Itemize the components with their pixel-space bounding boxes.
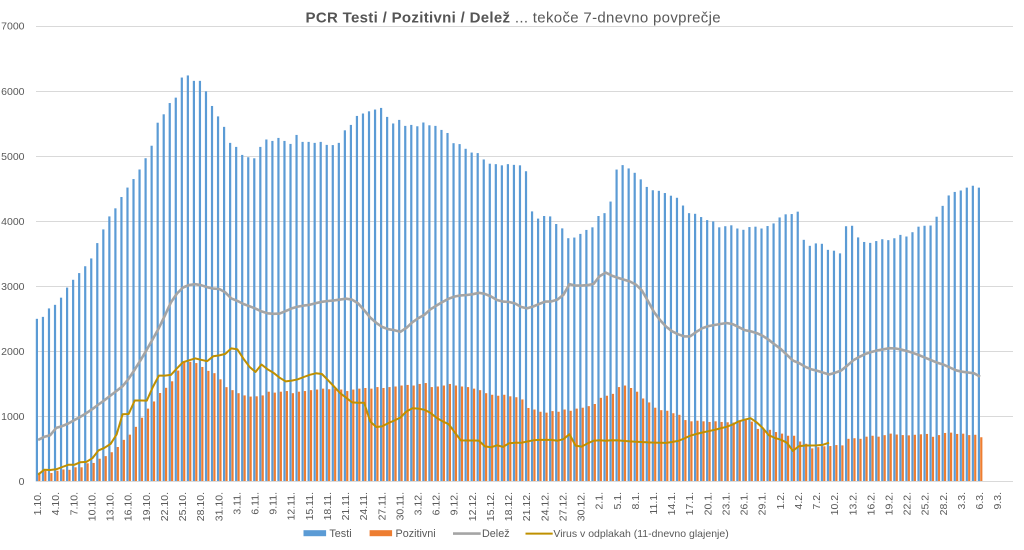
svg-text:Virus v odplakah (11-dnevno gl: Virus v odplakah (11-dnevno glajenje) xyxy=(553,528,728,540)
svg-text:14.1.: 14.1. xyxy=(666,492,678,515)
svg-text:5000: 5000 xyxy=(1,151,25,163)
svg-text:23.1.: 23.1. xyxy=(721,492,733,515)
svg-text:10.10.: 10.10. xyxy=(86,492,98,521)
svg-text:Testi: Testi xyxy=(329,528,351,540)
svg-text:7000: 7000 xyxy=(1,21,25,33)
svg-text:3.11.: 3.11. xyxy=(231,492,243,515)
svg-text:1.2.: 1.2. xyxy=(775,492,787,510)
svg-text:6000: 6000 xyxy=(1,86,25,98)
svg-text:2000: 2000 xyxy=(1,346,25,358)
svg-text:1.10.: 1.10. xyxy=(32,492,44,515)
svg-text:18.11.: 18.11. xyxy=(322,492,334,520)
svg-text:21.11.: 21.11. xyxy=(340,492,352,520)
svg-text:21.12.: 21.12. xyxy=(521,492,533,521)
svg-text:30.11.: 30.11. xyxy=(394,492,406,520)
svg-text:15.12.: 15.12. xyxy=(485,492,497,521)
svg-text:27.12.: 27.12. xyxy=(557,492,569,521)
svg-text:6.3.: 6.3. xyxy=(974,492,986,510)
svg-text:6.11.: 6.11. xyxy=(250,492,262,515)
svg-text:16.2.: 16.2. xyxy=(865,492,877,515)
svg-text:6.12.: 6.12. xyxy=(431,492,443,515)
svg-text:7.2.: 7.2. xyxy=(811,492,823,510)
svg-text:25.10.: 25.10. xyxy=(177,492,189,521)
svg-text:18.12.: 18.12. xyxy=(503,492,515,521)
svg-text:3.12.: 3.12. xyxy=(413,492,425,515)
svg-text:11.1.: 11.1. xyxy=(648,492,660,515)
svg-text:22.2.: 22.2. xyxy=(902,492,914,515)
svg-text:22.10.: 22.10. xyxy=(159,492,171,521)
svg-text:24.11.: 24.11. xyxy=(358,492,370,520)
svg-text:20.1.: 20.1. xyxy=(702,492,714,515)
svg-text:13.2.: 13.2. xyxy=(847,492,859,515)
svg-text:15.11.: 15.11. xyxy=(304,492,316,520)
svg-text:17.1.: 17.1. xyxy=(684,492,696,515)
svg-text:3000: 3000 xyxy=(1,281,25,293)
svg-text:4.2.: 4.2. xyxy=(793,492,805,510)
svg-text:Delež: Delež xyxy=(482,528,510,540)
svg-text:4.10.: 4.10. xyxy=(50,492,62,515)
svg-text:28.10.: 28.10. xyxy=(195,492,207,521)
svg-text:19.10.: 19.10. xyxy=(141,492,153,521)
svg-text:9.12.: 9.12. xyxy=(449,492,461,515)
svg-text:12.11.: 12.11. xyxy=(286,492,298,520)
svg-text:4000: 4000 xyxy=(1,216,25,228)
svg-text:3.3.: 3.3. xyxy=(956,492,968,510)
svg-text:9.11.: 9.11. xyxy=(268,492,280,515)
svg-text:0: 0 xyxy=(19,476,25,488)
svg-text:7.10.: 7.10. xyxy=(68,492,80,515)
svg-text:5.1.: 5.1. xyxy=(612,492,624,510)
svg-text:27.11.: 27.11. xyxy=(376,492,388,520)
svg-text:19.2.: 19.2. xyxy=(884,492,896,515)
svg-text:31.10.: 31.10. xyxy=(213,492,225,521)
svg-text:9.3.: 9.3. xyxy=(992,492,1004,510)
svg-text:29.1.: 29.1. xyxy=(757,492,769,515)
svg-text:8.1.: 8.1. xyxy=(630,492,642,510)
svg-text:13.10.: 13.10. xyxy=(105,492,117,521)
svg-text:Pozitivni: Pozitivni xyxy=(396,528,436,540)
svg-text:PCR Testi / Pozitivni / Delež: PCR Testi / Pozitivni / Delež ... tekoče… xyxy=(306,10,721,27)
svg-text:12.12.: 12.12. xyxy=(467,492,479,521)
svg-text:2.1.: 2.1. xyxy=(594,492,606,510)
svg-text:25.2.: 25.2. xyxy=(920,492,932,515)
svg-text:24.12.: 24.12. xyxy=(539,492,551,521)
svg-text:28.2.: 28.2. xyxy=(938,492,950,515)
svg-text:16.10.: 16.10. xyxy=(123,492,135,521)
svg-text:1000: 1000 xyxy=(1,411,25,423)
svg-text:26.1.: 26.1. xyxy=(739,492,751,515)
svg-text:10.2.: 10.2. xyxy=(829,492,841,515)
svg-text:30.12.: 30.12. xyxy=(576,492,588,521)
